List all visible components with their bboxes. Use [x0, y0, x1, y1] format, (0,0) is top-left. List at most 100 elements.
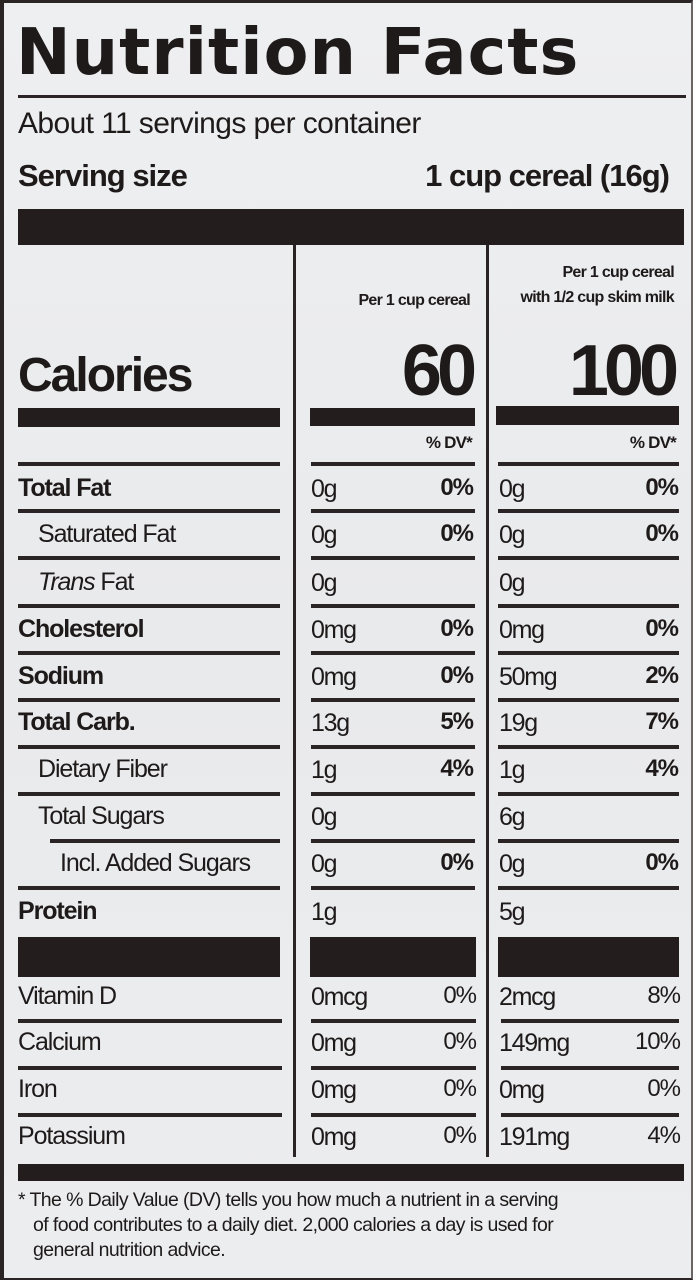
row-divider	[18, 745, 280, 749]
row-divider	[311, 462, 475, 466]
col1-dv: 0%	[440, 849, 474, 876]
col2-calories: 100	[568, 331, 679, 411]
row-divider	[18, 604, 280, 608]
calories-label: Calories	[18, 349, 193, 402]
col2-amount: 0g	[499, 475, 526, 503]
row-divider	[18, 651, 280, 655]
footnote-line-1: * The % Daily Value (DV) tells you how m…	[18, 1189, 559, 1211]
col1-amount: 1g	[311, 898, 338, 926]
col2-amount: 19g	[499, 709, 538, 737]
row-divider	[311, 604, 475, 608]
vitamin-label: Vitamin D	[18, 982, 117, 1010]
footnote-line-3: general nutrition advice.	[33, 1239, 226, 1261]
col2-dv: 8%	[647, 982, 681, 1009]
row-divider	[311, 651, 475, 655]
column-divider-2	[486, 245, 489, 1157]
col1-dv: 0%	[443, 1122, 477, 1149]
row-divider	[498, 509, 679, 513]
row-divider	[498, 886, 679, 890]
col2-amount: 50mg	[499, 663, 558, 691]
col1-dv: 0%	[440, 474, 474, 501]
col1-dv-header: % DV*	[425, 433, 473, 452]
col1-amount: 0g	[311, 803, 338, 831]
row-divider	[18, 556, 280, 560]
col2-amount: 6g	[499, 803, 526, 831]
calories-bar-col1	[310, 408, 475, 426]
col1-amount: 0mg	[311, 1076, 357, 1104]
vitamin-divider	[501, 1113, 679, 1117]
row-divider	[18, 509, 280, 513]
servings-per-container: About 11 servings per container	[18, 107, 421, 140]
nutrient-label: Incl. Added Sugars	[60, 849, 251, 877]
vitamins-bar-col1	[310, 937, 476, 977]
nutrient-label: Cholesterol	[18, 615, 145, 643]
col2-amount: 0g	[499, 569, 526, 597]
vitamin-label: Iron	[18, 1075, 58, 1103]
col2-dv: 2%	[645, 662, 679, 689]
col2-amount: 0g	[499, 850, 526, 878]
nutrient-label-italic: Trans	[38, 568, 96, 596]
vitamins-bar-col2	[498, 937, 679, 977]
row-divider	[311, 745, 475, 749]
vitamin-divider	[501, 1019, 679, 1023]
vitamin-label: Calcium	[18, 1028, 102, 1056]
vitamins-bar-left	[18, 937, 280, 977]
row-divider	[311, 698, 475, 702]
col2-amount: 191mg	[499, 1123, 570, 1151]
vitamin-divider	[18, 1113, 282, 1117]
col1-amount: 1g	[311, 756, 338, 784]
col1-amount: 0g	[311, 521, 338, 549]
nutrient-label: Dietary Fiber	[38, 755, 168, 783]
col2-dv: 0%	[645, 474, 679, 501]
col2-header-line2: with 1/2 cup skim milk	[520, 289, 674, 306]
col1-amount: 0g	[311, 569, 338, 597]
col1-dv: 0%	[440, 615, 474, 642]
row-divider	[311, 839, 475, 843]
row-divider	[311, 886, 475, 890]
row-divider	[18, 698, 280, 702]
col2-dv: 10%	[634, 1028, 681, 1055]
row-divider	[18, 462, 280, 466]
col1-dv: 0%	[440, 662, 474, 689]
row-divider	[498, 698, 679, 702]
row-divider	[498, 839, 679, 843]
nutrient-label: Trans Fat	[38, 567, 134, 597]
row-divider	[498, 556, 679, 560]
col2-dv: 0%	[647, 1075, 681, 1102]
col2-amount: 0g	[499, 521, 526, 549]
row-divider	[311, 509, 475, 513]
col2-dv: 0%	[645, 849, 679, 876]
col2-amount: 1g	[499, 756, 526, 784]
vitamin-divider	[18, 1066, 282, 1070]
col2-amount: 5g	[499, 898, 526, 926]
col2-dv: 7%	[645, 708, 679, 735]
col1-amount: 0mg	[311, 663, 357, 691]
vitamin-label: Potassium	[18, 1122, 126, 1150]
col1-amount: 0mg	[311, 616, 357, 644]
vitamin-divider	[18, 1019, 282, 1023]
col1-amount: 0g	[311, 850, 338, 878]
col2-amount: 2mcg	[499, 983, 556, 1011]
row-divider	[498, 792, 679, 796]
column-divider-1	[293, 245, 296, 1157]
calories-bar-col2	[496, 406, 679, 425]
col2-amount: 0mg	[499, 616, 545, 644]
col2-dv: 4%	[645, 755, 679, 782]
calories-bar-left	[18, 408, 280, 427]
vitamin-divider	[311, 1019, 476, 1023]
col2-dv-header: % DV*	[629, 433, 677, 452]
row-divider	[498, 462, 679, 466]
row-divider	[311, 556, 475, 560]
row-divider	[18, 792, 280, 796]
nutrient-label-rest: Fat	[94, 568, 134, 596]
nutrient-label: Total Carb.	[18, 708, 136, 736]
col2-dv: 0%	[645, 520, 679, 547]
col2-header-line1: Per 1 cup cereal	[562, 264, 674, 281]
vitamin-divider	[311, 1113, 476, 1117]
col1-dv: 5%	[440, 708, 474, 735]
col1-header: Per 1 cup cereal	[358, 292, 470, 309]
row-divider	[498, 604, 679, 608]
serving-size-value: 1 cup cereal (16g)	[425, 158, 670, 193]
col1-dv: 4%	[440, 755, 474, 782]
